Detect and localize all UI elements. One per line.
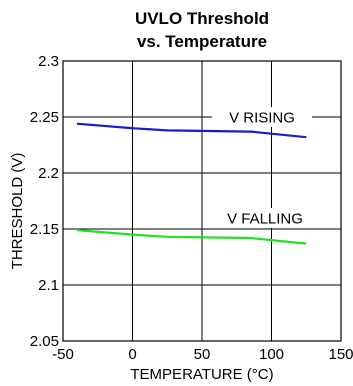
- series-label-v-rising: V RISING: [229, 110, 295, 127]
- series-label-background: [215, 208, 315, 228]
- y-tick-label: 2.2: [38, 165, 59, 182]
- y-tick-label: 2.3: [38, 53, 59, 70]
- x-tick-labels: -50 0 50 100 150: [52, 346, 353, 363]
- x-tick-label: 100: [259, 346, 284, 363]
- y-axis-label: THRESHOLD (V): [9, 153, 26, 270]
- y-tick-label: 2.05: [30, 333, 59, 350]
- series-labels: V RISING V FALLING: [212, 107, 315, 228]
- x-tick-label: 0: [128, 346, 136, 363]
- series-lines: [76, 122, 307, 245]
- y-tick-label: 2.1: [38, 277, 59, 294]
- x-tick-label: 50: [194, 346, 211, 363]
- chart-title-line2: vs. Temperature: [137, 32, 267, 51]
- plot-frame: [62, 60, 342, 342]
- y-tick-labels: 2.05 2.1 2.15 2.2 2.25 2.3: [30, 53, 59, 350]
- y-tick-label: 2.15: [30, 221, 59, 238]
- y-tick-label: 2.25: [30, 109, 59, 126]
- series-label-background: [212, 107, 312, 127]
- x-tick-label: 150: [328, 346, 353, 363]
- series-line-v-rising: [76, 122, 307, 139]
- grid-lines: [63, 61, 341, 341]
- chart-title-line1: UVLO Threshold: [135, 9, 269, 28]
- x-axis-label: TEMPERATURE (°C): [130, 366, 273, 383]
- series-line-v-falling: [76, 229, 307, 245]
- x-tick-label: -50: [52, 346, 74, 363]
- series-label-v-falling: V FALLING: [227, 211, 303, 228]
